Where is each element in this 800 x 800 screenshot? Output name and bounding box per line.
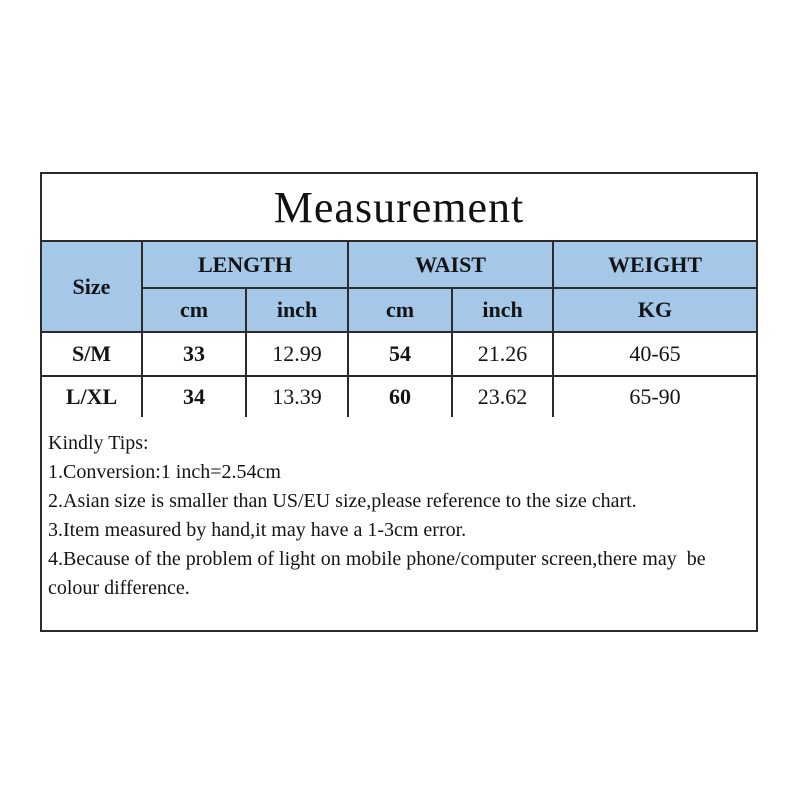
waist-inch-value: 21.26 [451,331,555,377]
tips-heading: Kindly Tips: [48,432,149,454]
length-cm-value: 34 [141,375,247,418]
column-header-waist: WAIST [347,241,555,289]
tips-section: Kindly Tips: 1.Conversion:1 inch=2.54cm … [42,417,756,603]
header-row-groups: Size LENGTH WAIST WEIGHT [41,241,757,333]
length-cm-value: 33 [141,331,247,377]
column-header-weight: WEIGHT [552,241,757,289]
waist-inch-value: 23.62 [451,375,555,418]
tip-item-3: 3.Item measured by hand,it may have a 1-… [48,519,467,541]
waist-cm-value: 60 [347,375,454,418]
measurement-table: Size LENGTH WAIST WEIGHT cm inch cm inch… [41,241,757,418]
column-header-size: Size [41,241,143,333]
tip-item-4: 4.Because of the problem of light on mob… [48,548,711,599]
tip-item-1: 1.Conversion:1 inch=2.54cm [48,461,281,483]
length-inch-value: 13.39 [244,375,350,418]
size-value: S/M [41,331,143,377]
measurement-sheet: Measurement Size LENGTH WAIST WEIGHT cm [40,172,758,632]
size-value: L/XL [41,375,143,418]
column-header-length: LENGTH [140,241,350,289]
header-row-units: cm inch cm inch KG [42,287,757,333]
subheader-waist-inch: inch [451,287,555,333]
tip-item-2: 2.Asian size is smaller than US/EU size,… [48,490,637,512]
page-title: Measurement [42,174,756,242]
waist-cm-value: 54 [347,331,454,377]
table-row-sm: S/M 33 12.99 54 21.26 40-65 [41,331,757,377]
subheader-length-inch: inch [244,287,350,333]
subheader-length-cm: cm [141,287,247,333]
subheader-weight-kg: KG [552,287,757,333]
subheader-waist-cm: cm [347,287,454,333]
weight-kg-value: 65-90 [552,375,757,418]
table-row-lxl: L/XL 34 13.39 60 23.62 65-90 [41,375,757,418]
length-inch-value: 12.99 [244,331,350,377]
weight-kg-value: 40-65 [552,331,757,377]
